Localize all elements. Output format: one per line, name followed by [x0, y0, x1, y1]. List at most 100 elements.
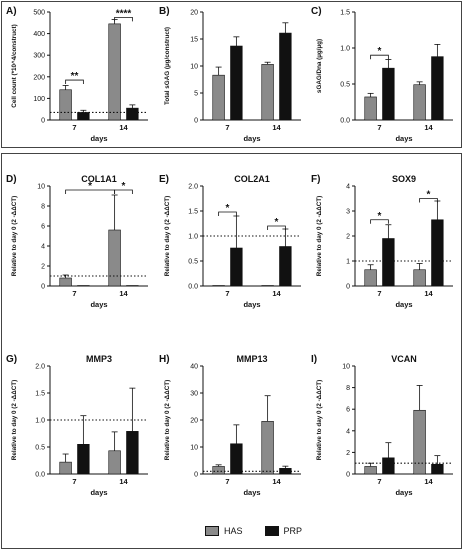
bar-prp-14: [126, 107, 139, 121]
x-tick-label: 14: [119, 477, 128, 486]
x-tick-label: 7: [377, 289, 381, 298]
x-tick-label: 14: [272, 123, 281, 132]
bar-has-7: [364, 466, 377, 475]
y-tick-label: 2: [346, 450, 350, 457]
y-tick-label: 100: [33, 96, 45, 103]
y-tick-label: 5: [194, 91, 198, 98]
panel-letter: B): [159, 6, 170, 17]
chart-panel-h: H) MMP13 Relative to day 0 (2 -ΔΔCT) 0 10 20 3…: [157, 352, 307, 500]
chart-title: MMP13: [236, 354, 267, 364]
x-tick-label: 14: [272, 289, 281, 298]
y-tick-label: 0: [41, 118, 45, 125]
x-tick-label: 7: [377, 477, 381, 486]
y-axis-label: Relative to day 0 (2 -ΔΔCT): [11, 196, 18, 276]
y-axis-label: Relative to day 0 (2 -ΔΔCT): [164, 196, 171, 276]
y-tick-label: 40: [190, 364, 198, 371]
y-tick-label: 0: [346, 472, 350, 479]
y-tick-label: 6: [41, 224, 45, 231]
y-tick-label: 2.0: [35, 364, 45, 371]
x-tick-label: 7: [225, 123, 229, 132]
bar-prp-14: [431, 56, 444, 121]
significance-bracket: [370, 219, 389, 224]
bar-has-7: [59, 277, 72, 287]
y-tick-label: 2: [41, 264, 45, 271]
y-tick-label: 200: [33, 74, 45, 81]
bar-has-14: [108, 229, 121, 287]
x-axis-label: days: [243, 488, 260, 497]
bar-has-14: [413, 84, 426, 121]
chart-svg-b: B) Total sGAG (µg/construct) 0 5 10 15 20 7 14 da…: [159, 6, 301, 143]
y-tick-label: 0.0: [188, 284, 198, 291]
y-tick-label: 2.0: [188, 184, 198, 191]
y-tick-label: 20: [190, 10, 198, 17]
bar-has-14: [413, 269, 426, 287]
chart-svg-a: A) Cell count (*10^4/construct) 0 100 200 300…: [6, 6, 148, 143]
y-tick-label: 0.5: [35, 445, 45, 452]
bar-has-14: [413, 409, 426, 475]
panel-letter: F): [311, 174, 320, 185]
y-tick-label: 20: [190, 418, 198, 425]
y-tick-label: 10: [342, 364, 350, 371]
chart-svg-c: C) sGAG/Dna (µg/µg) 0.0 0.5 1.0 1.5 7 14 days *: [311, 6, 453, 143]
panel-letter: E): [159, 174, 169, 185]
y-tick-label: 1.5: [35, 391, 45, 398]
y-tick-label: 6: [346, 407, 350, 414]
bar-has-14: [261, 64, 274, 121]
chart-panel-d: D) COL1A1 Relative to day 0 (2 -ΔΔCT) 0 2 4 6 8…: [4, 172, 154, 312]
chart-svg-i: I) VCAN Relative to day 0 (2 -ΔΔCT) 0 2 4 6 8 10…: [311, 354, 453, 497]
legend-label-has: HAS: [224, 526, 243, 536]
x-tick-label: 7: [72, 477, 76, 486]
x-axis-label: days: [243, 300, 260, 309]
bar-prp-14: [126, 285, 139, 287]
y-tick-label: 30: [190, 391, 198, 398]
significance-label: *: [275, 217, 279, 228]
y-tick-label: 10: [190, 64, 198, 71]
bar-prp-7: [77, 285, 90, 287]
chart-svg-f: F) SOX9 Relative to day 0 (2 -ΔΔCT) 0 1 2 3 4 7 1…: [311, 174, 453, 309]
y-tick-label: 1.0: [340, 46, 350, 53]
panel-letter: H): [159, 354, 170, 365]
y-tick-label: 10: [190, 445, 198, 452]
bar-prp-14: [431, 463, 444, 475]
y-tick-label: 4: [41, 244, 45, 251]
chart-panel-i: I) VCAN Relative to day 0 (2 -ΔΔCT) 0 2 4 6 8 10…: [309, 352, 459, 500]
legend-item-prp: PRP: [264, 526, 302, 536]
bar-has-7: [212, 466, 225, 475]
y-tick-label: 1.5: [188, 209, 198, 216]
significance-bracket: [370, 54, 389, 60]
bar-prp-7: [77, 112, 90, 121]
significance-label: *: [378, 46, 382, 57]
x-tick-label: 14: [119, 289, 128, 298]
significance-bracket: [419, 198, 438, 203]
bar-prp-14: [126, 431, 139, 475]
bar-prp-14: [279, 32, 292, 121]
chart-panel-a: A) Cell count (*10^4/construct) 0 100 200 300…: [4, 4, 154, 146]
chart-panel-g: G) MMP3 Relative to day 0 (2 -ΔΔCT) 0.0 0.5 1…: [4, 352, 154, 500]
x-tick-label: 14: [424, 123, 433, 132]
bar-has-14: [108, 450, 121, 475]
y-axis-label: sGAG/Dna (µg/µg): [316, 39, 323, 93]
y-tick-label: 500: [33, 10, 45, 17]
y-tick-label: 0.0: [35, 472, 45, 479]
y-tick-label: 1: [346, 259, 350, 266]
significance-label: *: [88, 181, 92, 192]
significance-label: *: [427, 190, 431, 201]
x-tick-label: 7: [72, 123, 76, 132]
y-tick-label: 8: [346, 385, 350, 392]
x-axis-label: days: [395, 134, 412, 143]
y-axis-label: Total sGAG (µg/construct): [164, 27, 171, 105]
chart-panel-b: B) Total sGAG (µg/construct) 0 5 10 15 20 7 14 da…: [157, 4, 307, 146]
y-tick-label: 0: [41, 284, 45, 291]
bar-prp-14: [431, 219, 444, 287]
y-tick-label: 300: [33, 53, 45, 60]
y-tick-label: 1.0: [188, 234, 198, 241]
x-tick-label: 14: [272, 477, 281, 486]
y-tick-label: 0.5: [188, 259, 198, 266]
bar-has-7: [59, 461, 72, 475]
panel-letter: A): [6, 6, 17, 17]
bar-prp-7: [230, 247, 243, 287]
chart-title: SOX9: [392, 174, 416, 184]
chart-title: COL2A1: [234, 174, 270, 184]
significance-bracket: [65, 79, 84, 85]
bar-prp-7: [230, 45, 243, 121]
